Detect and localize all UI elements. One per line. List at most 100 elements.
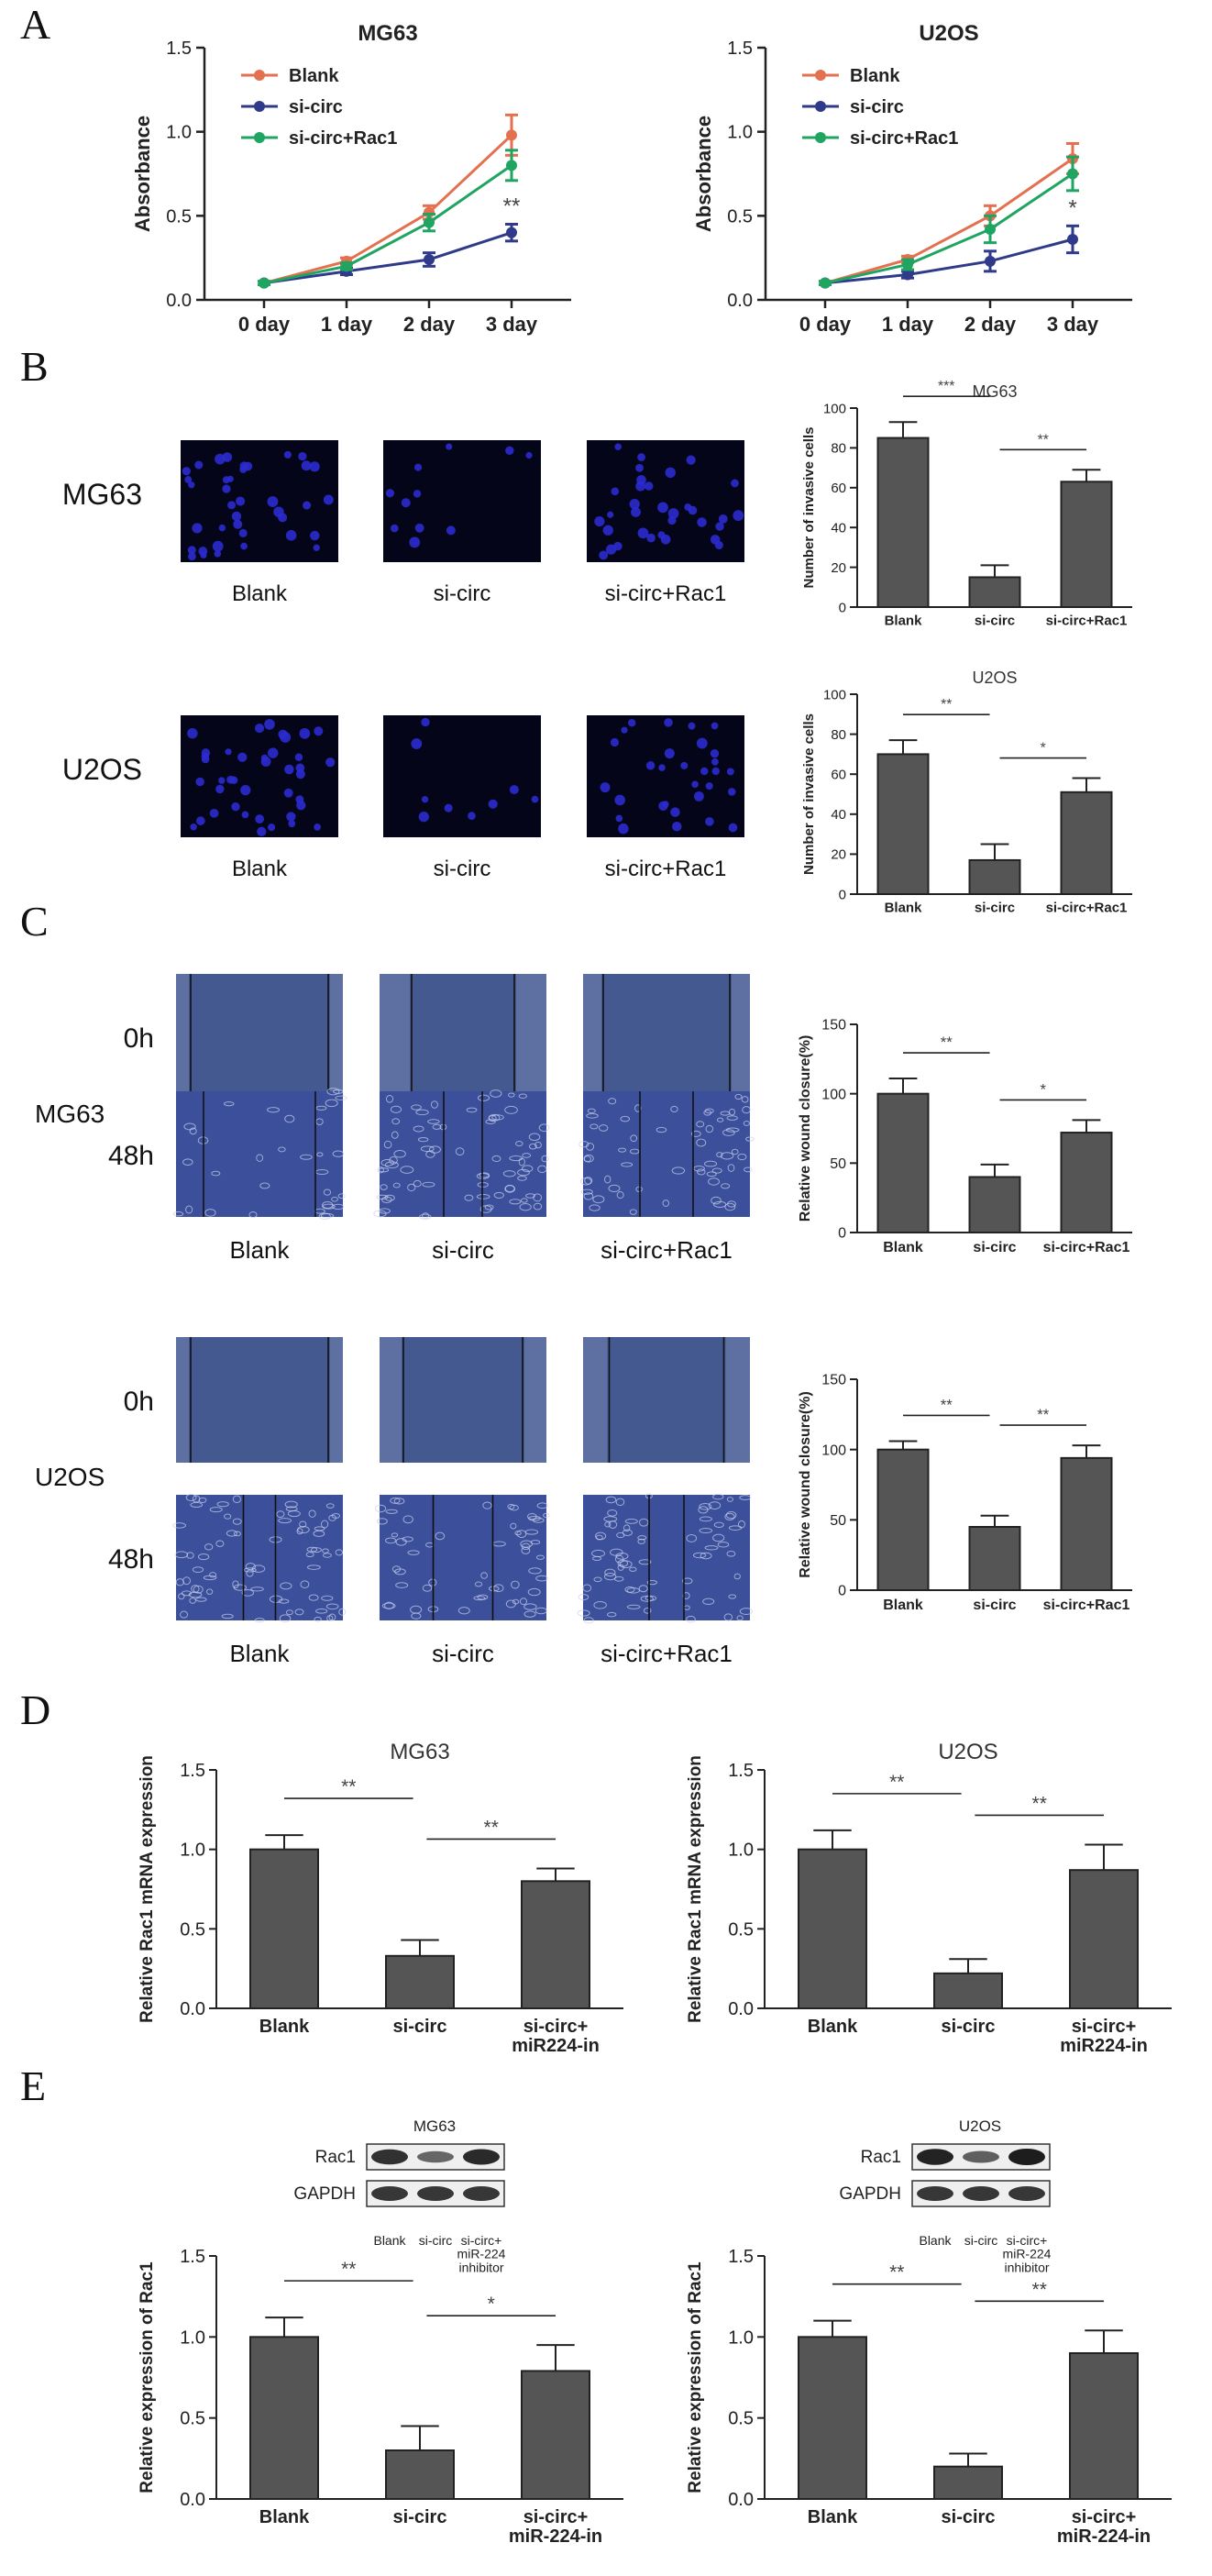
data-point xyxy=(506,160,517,171)
cell-texture xyxy=(713,1521,724,1528)
cell-texture xyxy=(232,1518,242,1525)
significance-mark: ** xyxy=(484,1817,499,1838)
x-tick-label-line: miR224-in xyxy=(1060,2036,1148,2056)
bar xyxy=(385,1954,455,2010)
significance-mark: ** xyxy=(941,697,952,713)
y-axis-label: Absorbance xyxy=(692,116,715,232)
cell-texture xyxy=(706,1171,717,1177)
stained-cell xyxy=(728,823,738,833)
cell-texture xyxy=(533,1517,545,1523)
bar xyxy=(933,2465,1003,2501)
cell-texture xyxy=(691,1130,701,1137)
cell-texture xyxy=(700,1552,712,1560)
blot-lane-label: si-circ+ miR-224 inhibitor xyxy=(457,2233,506,2274)
cell-texture xyxy=(516,1530,527,1539)
stained-cell xyxy=(239,465,248,473)
chart-E_MG63: 0.0 0.5 1.0 1.5 Blank si-circ si-circ+ miR-224-… xyxy=(138,2247,623,2547)
cell-texture xyxy=(294,1609,304,1616)
cell-texture xyxy=(422,1584,433,1592)
bar xyxy=(1060,1132,1113,1234)
cell-texture xyxy=(522,1153,532,1158)
panel-label-D: D xyxy=(20,1686,50,1733)
data-point xyxy=(424,254,435,265)
cell-texture xyxy=(711,1196,722,1205)
x-tick-label-line: si-circ xyxy=(973,1240,1016,1255)
cell-texture xyxy=(712,1533,725,1542)
stained-cell xyxy=(525,451,533,459)
cell-texture xyxy=(325,1099,338,1108)
y-tick-label: 100 xyxy=(821,1443,846,1458)
blot-lane-label-line: si-circ xyxy=(964,2233,998,2248)
stained-cell xyxy=(301,460,312,471)
legend-label-line: si-circ xyxy=(289,97,343,117)
blot-title: U2OS xyxy=(959,2117,1001,2135)
data-point xyxy=(341,260,352,272)
y-tick-label-line: 1.5 xyxy=(727,39,753,59)
chart-B_MG63: 0 20 40 60 80 100 Blank si-circ si-circ+Rac1 MG63… xyxy=(801,379,1132,629)
y-axis-label: Relative expression of Rac1 xyxy=(686,2261,705,2493)
stained-cell xyxy=(444,803,453,813)
wound-image xyxy=(172,1088,347,1221)
cell-texture xyxy=(204,1209,216,1217)
stained-cell xyxy=(231,802,240,812)
cell-texture xyxy=(616,1191,624,1200)
stained-cell xyxy=(686,455,696,465)
y-tick-label: 1.0 xyxy=(728,1841,754,1861)
stained-cell xyxy=(278,513,288,523)
x-tick-label: si-circ xyxy=(975,901,1015,916)
cell-texture xyxy=(717,1541,730,1548)
cell-texture xyxy=(696,1138,707,1147)
cell-texture xyxy=(477,1094,490,1101)
y-tick-label: 0.0 xyxy=(180,2490,205,2510)
cell-texture xyxy=(390,1105,402,1113)
cell-texture xyxy=(589,1204,600,1211)
significance-mark: * xyxy=(488,2294,495,2315)
legend-label: si-circ xyxy=(850,97,904,117)
y-tick-label-line: 0 xyxy=(838,1226,846,1242)
cell-texture xyxy=(172,1211,184,1217)
chart-B_U2OS: 0 20 40 60 80 100 Blank si-circ si-circ+Rac1 U2OS… xyxy=(801,669,1132,916)
wound-background xyxy=(583,1091,750,1217)
y-tick-label-line: 100 xyxy=(821,1087,846,1102)
cell-texture xyxy=(721,1183,731,1189)
y-tick-label-line: 1.0 xyxy=(166,123,192,143)
y-axis-label: Number of invasive cells xyxy=(801,713,817,875)
y-tick-label-line: 0.0 xyxy=(166,291,192,311)
significance-mark: ** xyxy=(1038,432,1049,448)
significance-mark: *** xyxy=(938,379,954,394)
panel-label-D-line: D xyxy=(20,1686,50,1733)
cell-texture xyxy=(320,1212,335,1219)
stained-cell xyxy=(733,510,744,522)
cell-texture xyxy=(607,1611,617,1618)
stained-cell xyxy=(267,496,279,507)
x-tick-label-line: si-circ xyxy=(393,2017,447,2037)
cell-texture xyxy=(276,1510,285,1519)
x-tick-label: Blank xyxy=(808,2507,858,2527)
legend-label: si-circ xyxy=(289,97,343,117)
cell-texture xyxy=(476,1193,490,1200)
cell-texture xyxy=(593,1576,602,1583)
x-tick-label-line: Blank xyxy=(259,2017,310,2037)
y-tick-label-line: 20 xyxy=(831,560,846,576)
stained-cell xyxy=(727,788,736,796)
stained-cell xyxy=(218,524,226,532)
wound-background xyxy=(380,1495,546,1620)
cell-texture xyxy=(254,1618,265,1623)
cell-texture xyxy=(584,1177,593,1185)
x-tick-label: si-circ xyxy=(975,614,1015,629)
wound-image xyxy=(380,1337,546,1463)
bar xyxy=(1060,1456,1113,1592)
panelC-col-label: si-circ xyxy=(432,1236,494,1264)
chart-title: U2OS xyxy=(972,669,1017,687)
stained-cell xyxy=(254,724,265,734)
stained-cell xyxy=(190,823,197,831)
cell-texture xyxy=(190,1501,204,1508)
y-tick-label-line: 50 xyxy=(830,1156,846,1172)
stained-cell xyxy=(222,476,230,484)
stained-cell xyxy=(693,790,704,802)
x-tick-label-line: 1 day xyxy=(882,313,934,336)
wound-background xyxy=(176,974,343,1100)
cell-texture xyxy=(474,1581,483,1587)
cell-texture xyxy=(376,1518,388,1525)
y-tick-label-line: 0 xyxy=(839,887,846,902)
